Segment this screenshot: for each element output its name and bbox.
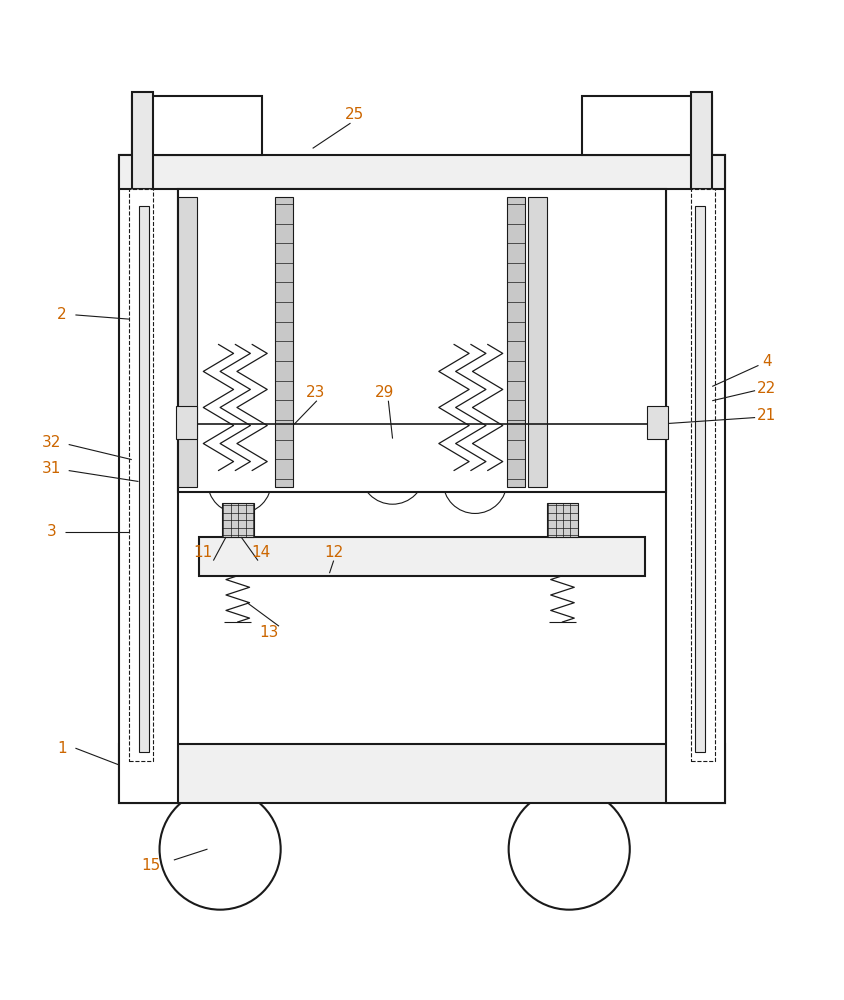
Bar — [275, 197, 294, 487]
Text: 29: 29 — [375, 385, 394, 400]
Bar — [176, 406, 197, 439]
Bar — [178, 197, 197, 487]
Bar — [528, 197, 547, 487]
Text: 22: 22 — [757, 381, 776, 396]
Text: 31: 31 — [42, 461, 62, 476]
Bar — [132, 96, 262, 155]
Text: 14: 14 — [251, 545, 270, 560]
Bar — [119, 155, 178, 803]
Text: 23: 23 — [306, 385, 325, 400]
Text: 1: 1 — [57, 741, 67, 756]
Bar — [129, 189, 153, 761]
Bar — [647, 406, 668, 439]
Text: 4: 4 — [762, 354, 771, 369]
Text: 13: 13 — [259, 625, 279, 640]
Bar — [582, 96, 712, 155]
Bar — [222, 503, 254, 537]
Bar — [691, 189, 715, 761]
Text: 11: 11 — [193, 545, 213, 560]
Bar — [119, 155, 725, 189]
Text: 2: 2 — [57, 307, 67, 322]
Bar — [695, 206, 706, 752]
Bar — [666, 155, 725, 803]
Text: 3: 3 — [47, 524, 57, 539]
Bar — [132, 92, 153, 189]
Bar — [138, 206, 149, 752]
Text: 21: 21 — [757, 408, 776, 423]
Text: 12: 12 — [324, 545, 344, 560]
Bar — [119, 744, 725, 803]
Bar — [178, 189, 666, 492]
Bar — [199, 537, 645, 576]
Bar — [507, 197, 526, 487]
Bar — [547, 503, 578, 537]
Text: 32: 32 — [42, 435, 62, 450]
Bar — [691, 92, 712, 189]
Text: 25: 25 — [345, 107, 365, 122]
Text: 15: 15 — [142, 858, 160, 873]
